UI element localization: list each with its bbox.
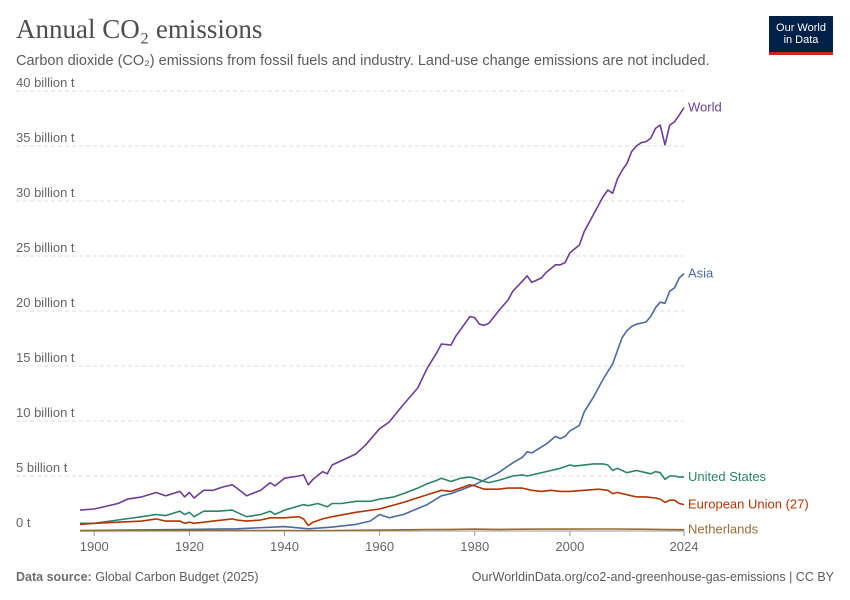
y-tick-label-0: 0 t <box>16 515 31 530</box>
series-line-united-states[interactable] <box>80 463 684 525</box>
data-source-value[interactable]: Global Carbon Budget (2025) <box>95 570 259 584</box>
series-labels: World Asia United States European Union (27… <box>688 100 809 537</box>
y-tick-label-8: 40 billion t <box>16 75 75 90</box>
line-chart: 0 t 5 billion t 10 billion t 15 billion t 20… <box>16 75 809 554</box>
series-line-asia[interactable] <box>79 273 685 532</box>
y-tick-label-4: 20 billion t <box>16 295 75 310</box>
logo-line-1: Our World <box>776 22 826 34</box>
owid-logo[interactable]: Our World in Data <box>769 16 833 55</box>
data-source: Data source: Global Carbon Budget (2025) <box>16 570 259 584</box>
chart-grid <box>16 90 684 477</box>
x-tick-label-6: 2024 <box>670 539 699 554</box>
chart-title: Annual CO₂ emissions <box>16 14 263 44</box>
x-tick-label-4: 1980 <box>460 539 489 554</box>
y-tick-label-6: 30 billion t <box>16 185 75 200</box>
series-label-netherlands[interactable]: Netherlands <box>688 522 759 537</box>
source-url-license[interactable]: OurWorldinData.org/co2-and-greenhouse-ga… <box>471 570 834 584</box>
series-label-asia[interactable]: Asia <box>688 266 714 281</box>
y-tick-label-7: 35 billion t <box>16 130 75 145</box>
y-tick-label-1: 5 billion t <box>16 460 68 475</box>
series-line-netherlands[interactable] <box>79 528 685 532</box>
series-label-european-union-27-[interactable]: European Union (27) <box>688 497 809 512</box>
series-lines <box>79 107 685 532</box>
x-tick-label-5: 2000 <box>555 539 584 554</box>
y-tick-label-5: 25 billion t <box>16 240 75 255</box>
y-tick-label-3: 15 billion t <box>16 350 75 365</box>
x-tick-label-0: 1900 <box>80 539 109 554</box>
y-axis-labels: 0 t 5 billion t 10 billion t 15 billion t 20… <box>16 75 75 530</box>
data-source-label: Data source: <box>16 570 92 584</box>
series-label-united-states[interactable]: United States <box>688 469 767 484</box>
logo-line-2: in Data <box>783 34 819 46</box>
x-tick-label-3: 1960 <box>365 539 394 554</box>
series-line-world[interactable] <box>79 107 685 511</box>
y-tick-label-2: 10 billion t <box>16 405 75 420</box>
series-label-world[interactable]: World <box>688 100 722 115</box>
x-tick-label-1: 1920 <box>175 539 204 554</box>
series-line-european-union-27-[interactable] <box>79 484 685 527</box>
x-axis: 1900 1920 1940 1960 1980 2000 2024 <box>80 530 699 554</box>
chart-subtitle: Carbon dioxide (CO₂) emissions from foss… <box>16 53 710 69</box>
x-tick-label-2: 1940 <box>270 539 299 554</box>
